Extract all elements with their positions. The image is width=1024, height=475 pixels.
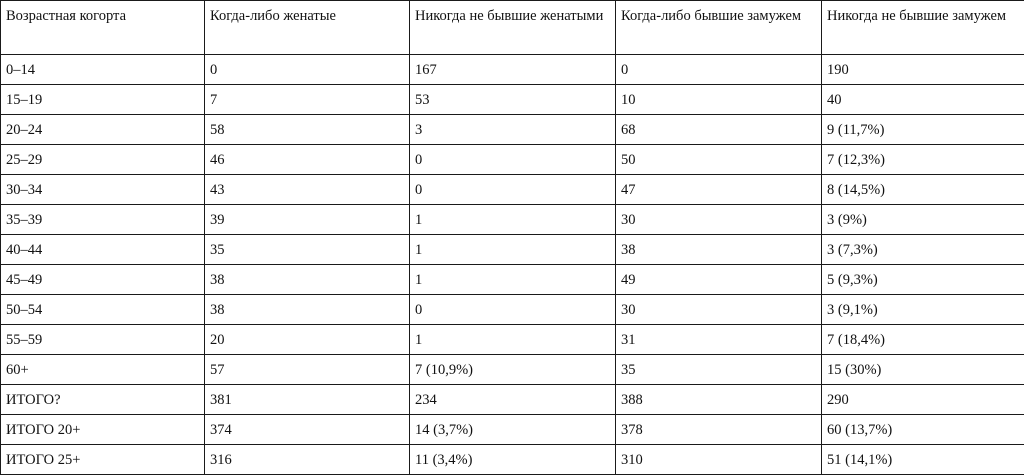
header-ever-married-women: Когда-либо бывшие замужем <box>616 1 822 55</box>
table-header: Возрастная когорта Когда-либо женатые Ни… <box>1 1 1024 55</box>
cell-never-married-men: 53 <box>410 85 616 115</box>
cell-ever-married-women: 31 <box>616 325 822 355</box>
cell-ever-married-men: 7 <box>205 85 410 115</box>
cell-never-married-men: 7 (10,9%) <box>410 355 616 385</box>
header-age-cohort: Возрастная когорта <box>1 1 205 55</box>
cell-ever-married-women: 49 <box>616 265 822 295</box>
cell-never-married-women: 8 (14,5%) <box>822 175 1024 205</box>
cell-age-cohort: 0–14 <box>1 55 205 85</box>
cell-ever-married-women: 388 <box>616 385 822 415</box>
cell-ever-married-women: 378 <box>616 415 822 445</box>
cell-age-cohort: 25–29 <box>1 145 205 175</box>
cell-never-married-women: 290 <box>822 385 1024 415</box>
cell-age-cohort: ИТОГО 20+ <box>1 415 205 445</box>
cell-ever-married-men: 57 <box>205 355 410 385</box>
cell-ever-married-women: 10 <box>616 85 822 115</box>
cell-age-cohort: 60+ <box>1 355 205 385</box>
cell-ever-married-women: 38 <box>616 235 822 265</box>
cell-never-married-men: 14 (3,7%) <box>410 415 616 445</box>
cell-never-married-men: 11 (3,4%) <box>410 445 616 475</box>
cell-never-married-women: 7 (12,3%) <box>822 145 1024 175</box>
cell-never-married-men: 0 <box>410 295 616 325</box>
cell-never-married-men: 3 <box>410 115 616 145</box>
cell-never-married-women: 7 (18,4%) <box>822 325 1024 355</box>
cell-never-married-women: 3 (9,1%) <box>822 295 1024 325</box>
cell-never-married-women: 5 (9,3%) <box>822 265 1024 295</box>
header-ever-married-men: Когда-либо женатые <box>205 1 410 55</box>
cell-never-married-men: 234 <box>410 385 616 415</box>
cell-never-married-men: 1 <box>410 235 616 265</box>
cell-age-cohort: 55–59 <box>1 325 205 355</box>
header-row: Возрастная когорта Когда-либо женатые Ни… <box>1 1 1024 55</box>
cell-ever-married-men: 43 <box>205 175 410 205</box>
cell-age-cohort: 50–54 <box>1 295 205 325</box>
cell-never-married-women: 9 (11,7%) <box>822 115 1024 145</box>
cell-ever-married-women: 68 <box>616 115 822 145</box>
cell-age-cohort: 20–24 <box>1 115 205 145</box>
cell-age-cohort: 30–34 <box>1 175 205 205</box>
cell-age-cohort: 40–44 <box>1 235 205 265</box>
cell-age-cohort: 35–39 <box>1 205 205 235</box>
cell-ever-married-men: 381 <box>205 385 410 415</box>
cell-ever-married-women: 30 <box>616 295 822 325</box>
cell-age-cohort: ИТОГО? <box>1 385 205 415</box>
cell-never-married-men: 1 <box>410 325 616 355</box>
cell-ever-married-women: 50 <box>616 145 822 175</box>
cell-ever-married-women: 310 <box>616 445 822 475</box>
cell-ever-married-women: 35 <box>616 355 822 385</box>
cell-ever-married-men: 39 <box>205 205 410 235</box>
cell-never-married-women: 60 (13,7%) <box>822 415 1024 445</box>
cell-ever-married-men: 38 <box>205 265 410 295</box>
cell-never-married-men: 1 <box>410 265 616 295</box>
cell-never-married-women: 3 (7,3%) <box>822 235 1024 265</box>
cell-ever-married-women: 30 <box>616 205 822 235</box>
cell-never-married-women: 15 (30%) <box>822 355 1024 385</box>
cell-never-married-men: 0 <box>410 175 616 205</box>
cell-age-cohort: ИТОГО 25+ <box>1 445 205 475</box>
cell-ever-married-men: 35 <box>205 235 410 265</box>
cell-ever-married-women: 47 <box>616 175 822 205</box>
cell-never-married-women: 3 (9%) <box>822 205 1024 235</box>
cell-never-married-women: 40 <box>822 85 1024 115</box>
cell-ever-married-men: 316 <box>205 445 410 475</box>
cell-ever-married-women: 0 <box>616 55 822 85</box>
cell-age-cohort: 15–19 <box>1 85 205 115</box>
cell-never-married-men: 0 <box>410 145 616 175</box>
cell-ever-married-men: 0 <box>205 55 410 85</box>
cell-ever-married-men: 38 <box>205 295 410 325</box>
cell-never-married-men: 167 <box>410 55 616 85</box>
header-never-married-men: Никогда не бывшие женатыми <box>410 1 616 55</box>
cell-never-married-women: 51 (14,1%) <box>822 445 1024 475</box>
cell-ever-married-men: 46 <box>205 145 410 175</box>
cell-never-married-women: 190 <box>822 55 1024 85</box>
cell-ever-married-men: 374 <box>205 415 410 445</box>
cell-age-cohort: 45–49 <box>1 265 205 295</box>
header-never-married-women: Никогда не бывшие замужем <box>822 1 1024 55</box>
cell-ever-married-men: 20 <box>205 325 410 355</box>
cell-never-married-men: 1 <box>410 205 616 235</box>
cell-ever-married-men: 58 <box>205 115 410 145</box>
